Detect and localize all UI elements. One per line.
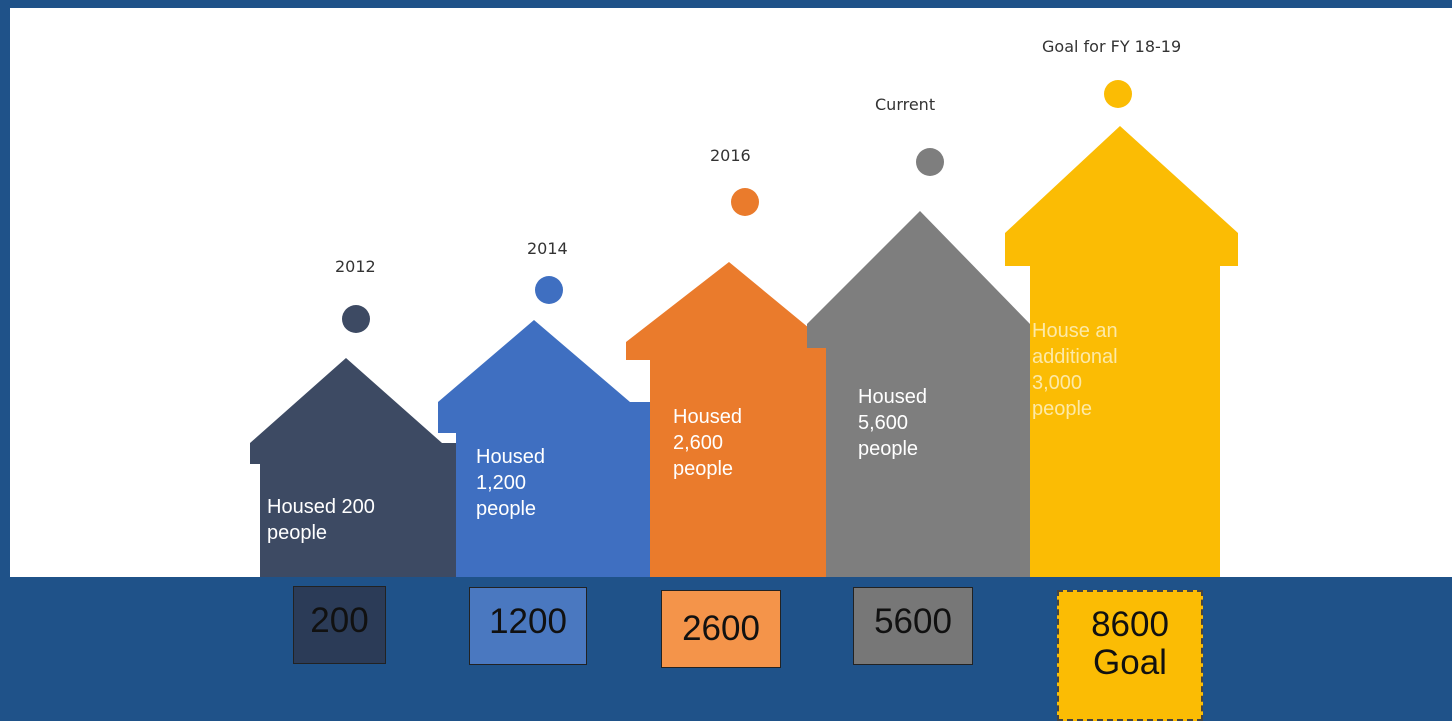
value-goal-label: Goal	[1093, 643, 1167, 682]
arrow-2012	[250, 358, 456, 577]
label-2012: 2012	[335, 257, 376, 276]
label-2014: 2014	[527, 239, 568, 258]
value-2016: 2600	[682, 609, 760, 648]
value-box-goal: 8600 Goal	[1057, 590, 1203, 721]
dot-goal	[1104, 80, 1132, 108]
value-goal: 8600	[1091, 605, 1169, 644]
value-box-current: 5600	[853, 587, 973, 665]
arrow-chart	[250, 126, 1238, 577]
label-2016: 2016	[710, 146, 751, 165]
value-current: 5600	[874, 602, 952, 641]
value-box-2016: 2600	[661, 590, 781, 668]
arrow-2016	[626, 262, 826, 577]
dot-2014	[535, 276, 563, 304]
arrow-text-goal: House an additional 3,000 people	[1032, 320, 1118, 420]
arrow-goal	[1005, 126, 1238, 577]
arrow-text-2014: Housed 1,200 people	[476, 446, 545, 520]
value-2014: 1200	[489, 602, 567, 641]
arrow-2014	[438, 320, 650, 577]
value-box-2012: 200	[293, 586, 386, 664]
label-current: Current	[875, 95, 936, 114]
dot-current	[916, 148, 944, 176]
arrow-text-2016: Housed 2,600 people	[673, 406, 742, 480]
arrow-text-current: Housed 5,600 people	[858, 386, 927, 460]
infographic-panel: 2012 2014 2016 Current Goal for FY 18-19…	[10, 8, 1452, 577]
dot-2012	[342, 305, 370, 333]
value-2012: 200	[310, 601, 369, 640]
dot-2016	[731, 188, 759, 216]
label-goal: Goal for FY 18-19	[1042, 37, 1182, 56]
arrow-current	[807, 211, 1030, 577]
value-box-2014: 1200	[469, 587, 587, 665]
arrow-text-2012: Housed 200 people	[267, 496, 375, 544]
